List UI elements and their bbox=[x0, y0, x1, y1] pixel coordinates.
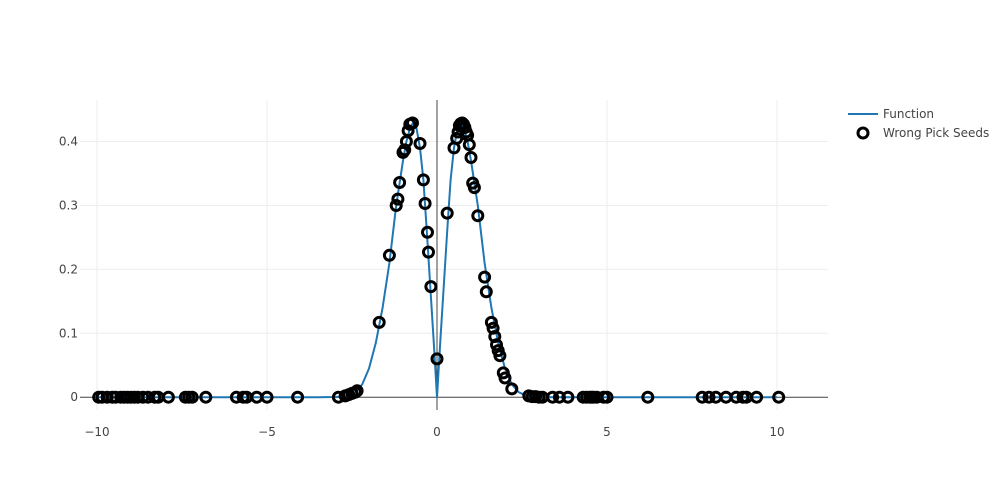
seed-point bbox=[440, 206, 454, 220]
seed-point bbox=[467, 181, 481, 195]
seed-point bbox=[498, 371, 512, 385]
y-tick-label: 0.1 bbox=[59, 326, 78, 340]
seed-point bbox=[350, 384, 364, 398]
x-tick-label: 0 bbox=[433, 425, 441, 439]
seed-point bbox=[484, 315, 498, 329]
seed-point bbox=[750, 390, 764, 404]
x-tick-label: 10 bbox=[769, 425, 784, 439]
seed-point bbox=[641, 390, 655, 404]
seed-point bbox=[450, 131, 464, 145]
seed-point bbox=[561, 390, 575, 404]
y-tick-label: 0.2 bbox=[59, 262, 78, 276]
y-tick-label: 0.3 bbox=[59, 198, 78, 212]
grid-lines bbox=[80, 100, 828, 410]
x-tick-label: 5 bbox=[603, 425, 611, 439]
legend-item-wrong-pick-seeds[interactable]: Wrong Pick Seeds bbox=[856, 126, 989, 140]
legend[interactable]: Function Wrong Pick Seeds bbox=[848, 107, 989, 140]
seed-point bbox=[490, 338, 503, 352]
seed-point bbox=[702, 390, 716, 404]
x-tick-label: −10 bbox=[84, 425, 109, 439]
legend-marker-icon bbox=[856, 126, 870, 140]
seed-point bbox=[382, 248, 396, 262]
seed-point bbox=[479, 285, 493, 299]
seed-point bbox=[260, 390, 274, 404]
seed-point bbox=[600, 390, 614, 404]
x-tick-label: −5 bbox=[258, 425, 276, 439]
wrong-pick-seeds-series bbox=[92, 116, 786, 404]
seed-point bbox=[291, 390, 305, 404]
seed-point bbox=[136, 390, 150, 404]
y-tick-label: 0.4 bbox=[59, 135, 78, 149]
seed-point bbox=[695, 390, 709, 404]
legend-label-function: Function bbox=[883, 107, 934, 121]
seed-point bbox=[772, 390, 786, 404]
seed-point bbox=[478, 270, 492, 284]
seed-point bbox=[462, 138, 476, 152]
seed-point bbox=[546, 390, 560, 404]
seed-point bbox=[389, 199, 403, 212]
seed-point bbox=[422, 245, 435, 259]
legend-item-function[interactable]: Function bbox=[848, 107, 934, 121]
seed-point bbox=[421, 225, 434, 239]
seed-point bbox=[424, 280, 438, 294]
seed-point bbox=[464, 151, 478, 164]
seed-point bbox=[413, 137, 427, 150]
seed-point bbox=[391, 192, 405, 206]
seed-point bbox=[416, 173, 430, 187]
seed-point bbox=[418, 197, 432, 210]
seed-point bbox=[199, 390, 213, 404]
seed-point bbox=[372, 315, 386, 329]
seed-point bbox=[393, 176, 407, 189]
seed-point bbox=[430, 352, 444, 366]
legend-label-wrong-pick-seeds: Wrong Pick Seeds bbox=[883, 126, 989, 140]
seed-point bbox=[493, 349, 507, 363]
seed-point bbox=[406, 116, 419, 130]
seed-point bbox=[185, 390, 199, 404]
seed-point bbox=[161, 390, 175, 404]
tick-labels: −10 −5 0 5 10 0 0.1 0.2 0.3 0.4 bbox=[59, 135, 785, 439]
y-tick-label: 0 bbox=[70, 390, 78, 404]
seed-point bbox=[505, 382, 519, 396]
seed-point bbox=[471, 209, 485, 223]
